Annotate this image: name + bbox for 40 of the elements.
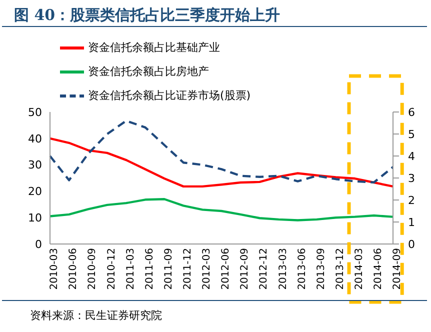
y2-tick-label: 0 [408, 238, 415, 251]
y2-tick-label: 5 [408, 128, 415, 141]
y2-tick-label: 3 [408, 172, 415, 185]
x-tick-label: 2011-09 [163, 248, 174, 290]
x-tick-label: 2010-09 [87, 248, 98, 290]
x-tick-label: 2012-06 [220, 248, 232, 290]
legend-label: 资金信托余额占比房地产 [88, 65, 209, 78]
text: 资料来源：民生证券研究院 [30, 308, 162, 323]
y-tick-label: 0 [35, 238, 42, 251]
x-tick-label: 2012-03 [202, 248, 213, 290]
y-tick-label: 50 [28, 106, 42, 119]
x-tick-label: 2014-03 [354, 248, 365, 290]
line-series [48, 198, 394, 222]
x-tick-label: 2014-06 [373, 248, 384, 290]
x-tick-label: 2010-12 [106, 248, 118, 290]
y2-tick-label: 6 [408, 106, 415, 119]
y2-tick-label: 1 [408, 216, 415, 229]
y-tick-label: 30 [28, 158, 42, 172]
line-series [48, 137, 394, 188]
legend-label: 资金信托余额占比证券市场(股票) [88, 89, 251, 102]
x-tick-label: 2011-03 [125, 248, 136, 290]
y2-tick-label: 2 [408, 194, 415, 207]
y-tick-label: 20 [28, 185, 42, 198]
x-tick-label: 2013-12 [334, 248, 346, 290]
chart-title: 图 40：股票类信托占比三季度开始上升 [14, 6, 280, 25]
x-tick-label: 2014-09 [392, 248, 404, 290]
x-tick-label: 2010-03 [49, 248, 60, 290]
y2-tick-label: 4 [408, 150, 415, 163]
x-tick-label: 2012-12 [258, 248, 270, 290]
y-tick-label: 10 [28, 212, 42, 225]
x-tick-label: 2011-06 [144, 248, 156, 290]
legend-label: 资金信托余额占比基础产业 [88, 41, 220, 54]
y-tick-label: 40 [28, 132, 42, 146]
x-tick-label: 2011-12 [182, 248, 194, 290]
x-tick-label: 2013-09 [316, 248, 327, 290]
line-series [48, 120, 394, 184]
x-tick-label: 2010-06 [68, 248, 80, 290]
x-tick-label: 2013-03 [278, 248, 289, 290]
x-tick-label: 2012-09 [240, 248, 251, 290]
x-tick-label: 2013-06 [296, 248, 308, 290]
